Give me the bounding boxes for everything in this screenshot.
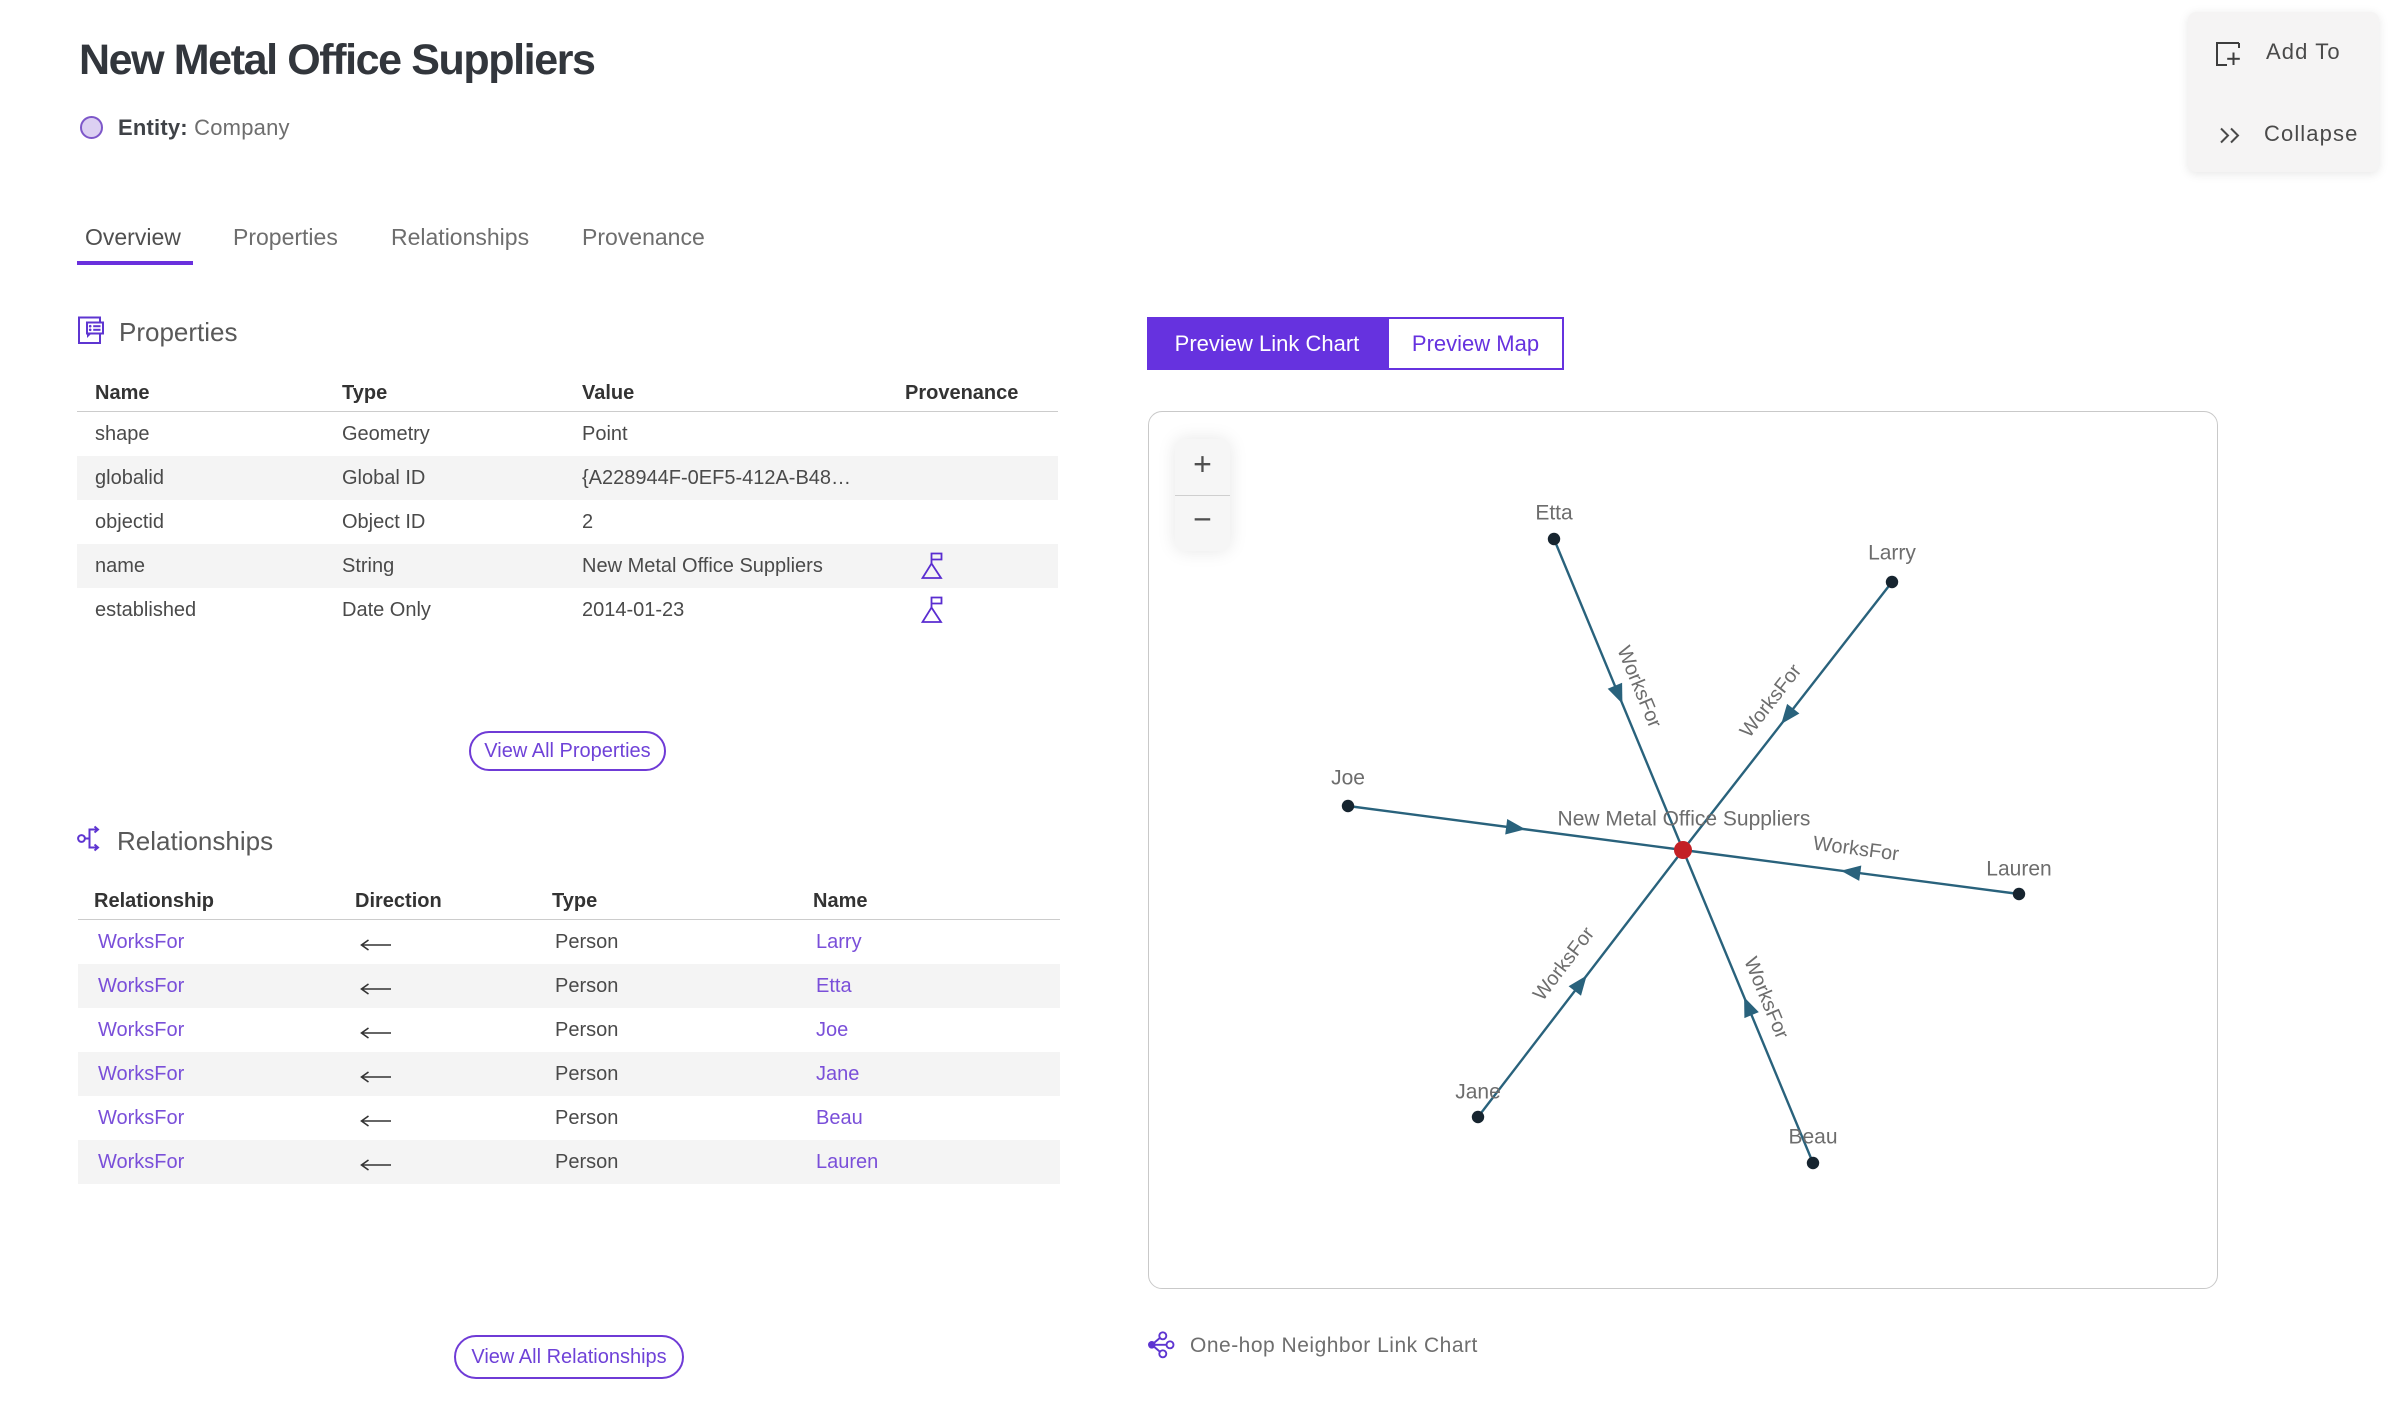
svg-text:Jane: Jane bbox=[1455, 1081, 1501, 1104]
svg-text:WorksFor: WorksFor bbox=[1736, 660, 1807, 742]
svg-text:Joe: Joe bbox=[1331, 767, 1365, 790]
svg-text:WorksFor: WorksFor bbox=[1529, 923, 1599, 1005]
svg-text:Larry: Larry bbox=[1868, 542, 1916, 565]
svg-text:WorksFor: WorksFor bbox=[1739, 954, 1793, 1042]
svg-text:Beau: Beau bbox=[1788, 1126, 1837, 1149]
svg-text:Etta: Etta bbox=[1535, 502, 1573, 525]
svg-text:Lauren: Lauren bbox=[1986, 858, 2051, 881]
svg-text:New Metal Office Suppliers: New Metal Office Suppliers bbox=[1558, 808, 1811, 831]
svg-text:WorksFor: WorksFor bbox=[1812, 832, 1901, 865]
